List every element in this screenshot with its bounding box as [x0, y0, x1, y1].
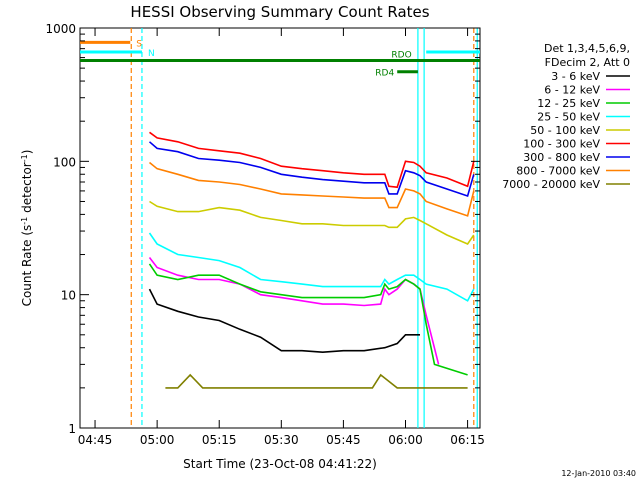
- series-line-6: [148, 141, 475, 198]
- legend-label-6: 300 - 800 keV: [523, 151, 600, 164]
- x-tick-label-6: 06:15: [450, 433, 485, 447]
- series-line-0: [148, 288, 420, 354]
- legend-label-8: 7000 - 20000 keV: [502, 178, 600, 191]
- series-line-1: [148, 257, 440, 365]
- x-axis-label: Start Time (23-Oct-08 04:41:22): [183, 457, 377, 471]
- y-tick-label-0: 1: [68, 422, 76, 436]
- x-tick-label-4: 05:45: [326, 433, 361, 447]
- series-layer: [148, 131, 475, 389]
- series-line-3: [148, 232, 475, 302]
- time-marker-layer: [130, 28, 478, 428]
- legend-label-5: 100 - 300 keV: [523, 138, 600, 151]
- x-tick-label-0: 04:45: [78, 433, 113, 447]
- legend-header-2: FDecim 2, Att 0: [545, 56, 630, 69]
- y-tick-label-3: 1000: [45, 22, 76, 36]
- legend-label-2: 12 - 25 keV: [537, 97, 600, 110]
- state-bar-label-1: N: [148, 49, 155, 59]
- legend-label-1: 6 - 12 keV: [544, 84, 600, 97]
- x-tick-label-3: 05:30: [264, 433, 299, 447]
- state-bar-label-3: RDO: [391, 51, 411, 61]
- series-line-4: [149, 200, 475, 245]
- x-tick-label-1: 05:00: [140, 433, 175, 447]
- y-tick-label-2: 100: [53, 155, 76, 169]
- state-bar-label-4: RD4: [375, 69, 394, 79]
- axis-layer: 04:45 05:00 05:15 05:30 05:45 06:00 06:15 1 10 10…: [45, 22, 484, 447]
- legend-label-4: 50 - 100 keV: [530, 124, 600, 137]
- legend-label-3: 25 - 50 keV: [537, 111, 600, 124]
- plot-frame: [79, 27, 481, 429]
- state-bar-label-0: S: [136, 39, 142, 49]
- series-line-2: [148, 263, 468, 376]
- series-line-8: [165, 373, 468, 389]
- state-bar-layer: SN RDO RD4: [80, 39, 480, 79]
- y-axis-label: Count Rate (s-1 detector-1): [20, 150, 34, 307]
- legend-label-0: 3 - 6 keV: [551, 70, 600, 83]
- legend: Det 1,3,4,5,6,9, FDecim 2, Att 0 3 - 6 k…: [502, 42, 630, 191]
- footer-date: 12-Jan-2010 03:40: [561, 469, 636, 478]
- series-line-7: [148, 161, 475, 217]
- legend-header-1: Det 1,3,4,5,6,9,: [544, 42, 630, 55]
- legend-label-7: 800 - 7000 keV: [516, 165, 600, 178]
- series-line-5: [149, 131, 475, 189]
- x-tick-label-5: 06:00: [388, 433, 423, 447]
- chart-title: HESSI Observing Summary Count Rates: [130, 3, 429, 21]
- x-tick-label-2: 05:15: [202, 433, 237, 447]
- y-tick-label-1: 10: [61, 289, 76, 303]
